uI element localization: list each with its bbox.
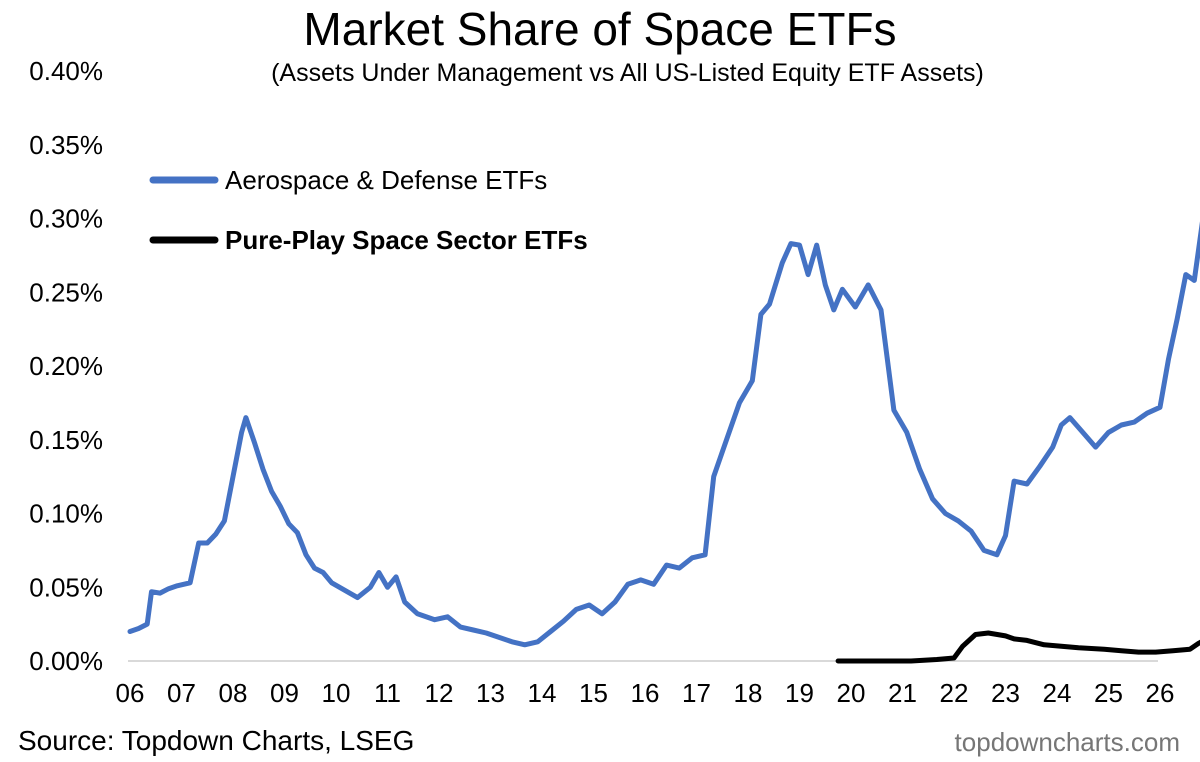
x-tick-label: 22 xyxy=(940,678,969,708)
y-tick-label: 0.25% xyxy=(29,277,103,307)
x-tick-label: 25 xyxy=(1094,678,1123,708)
legend: Aerospace & Defense ETFs Pure-Play Space… xyxy=(149,165,588,255)
x-tick-label: 21 xyxy=(888,678,917,708)
x-tick-label: 20 xyxy=(837,678,866,708)
y-tick-label: 0.10% xyxy=(29,499,103,529)
x-tick-label: 19 xyxy=(785,678,814,708)
legend-label-aerospace: Aerospace & Defense ETFs xyxy=(225,165,547,195)
series-layer xyxy=(127,221,1200,664)
source-note: Source: Topdown Charts, LSEG xyxy=(18,725,415,756)
series-line-pure-play xyxy=(835,630,1200,664)
x-tick-label: 07 xyxy=(167,678,196,708)
y-tick-label: 0.05% xyxy=(29,572,103,602)
x-tick-label: 23 xyxy=(991,678,1020,708)
x-tick-label: 24 xyxy=(1043,678,1072,708)
x-tick-label: 11 xyxy=(374,678,401,708)
x-tick-label: 06 xyxy=(116,678,145,708)
y-axis-ticks: 0.00% 0.05% 0.10% 0.15% 0.20% 0.25% 0.30% 0.35%… xyxy=(29,56,103,676)
x-tick-label: 16 xyxy=(631,678,660,708)
legend-label-pure-play: Pure-Play Space Sector ETFs xyxy=(225,225,588,255)
x-tick-label: 10 xyxy=(322,678,351,708)
x-tick-label: 17 xyxy=(682,678,711,708)
y-tick-label: 0.30% xyxy=(29,204,103,234)
watermark: topdowncharts.com xyxy=(954,727,1180,757)
chart-title: Market Share of Space ETFs xyxy=(303,3,897,55)
y-tick-label: 0.40% xyxy=(29,56,103,86)
x-tick-label: 26 xyxy=(1146,678,1175,708)
x-tick-label: 12 xyxy=(425,678,454,708)
y-tick-label: 0.00% xyxy=(29,646,103,676)
chart-subtitle: (Assets Under Management vs All US-Liste… xyxy=(271,59,984,87)
x-axis-ticks: 06 07 08 09 10 11 12 13 14 15 16 17 18 19 20 21 22 23 24 25… xyxy=(116,678,1175,708)
x-tick-label: 18 xyxy=(734,678,763,708)
x-tick-label: 13 xyxy=(476,678,505,708)
y-tick-label: 0.15% xyxy=(29,425,103,455)
x-tick-label: 15 xyxy=(579,678,608,708)
y-tick-label: 0.35% xyxy=(29,130,103,160)
x-tick-label: 08 xyxy=(219,678,248,708)
series-line-aerospace xyxy=(127,221,1200,648)
x-tick-label: 09 xyxy=(270,678,299,708)
x-tick-label: 14 xyxy=(528,678,557,708)
y-tick-label: 0.20% xyxy=(29,351,103,381)
